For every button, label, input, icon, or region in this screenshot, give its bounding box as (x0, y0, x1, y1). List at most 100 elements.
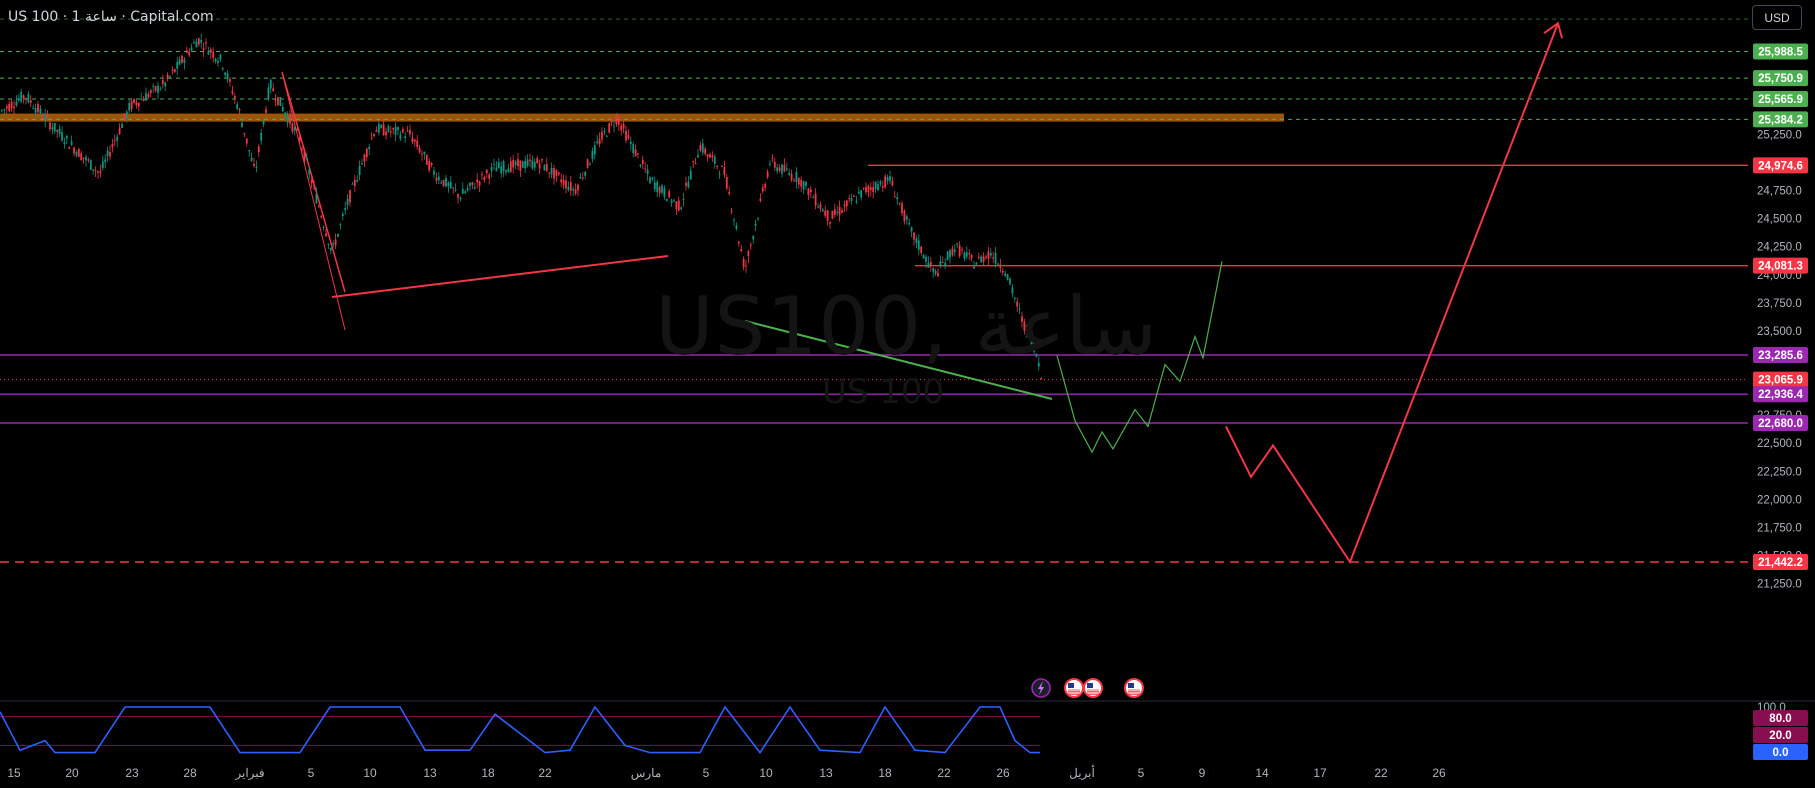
candle-body (169, 76, 171, 78)
candle-body (637, 153, 639, 155)
candle-body (711, 155, 714, 158)
candle-body (193, 42, 195, 44)
candle-body (123, 113, 126, 119)
candle-body (975, 262, 978, 265)
time-tick-label: 9 (1199, 766, 1206, 780)
candle-body (512, 159, 515, 168)
price-tick-label: 25,250.0 (1757, 129, 1802, 141)
candle-body (586, 159, 589, 168)
us-flag-event[interactable] (1083, 678, 1103, 698)
candle-body (358, 166, 361, 176)
candle-body (757, 217, 759, 219)
candle-body (53, 122, 56, 132)
candle-body (329, 247, 332, 251)
candle-body (824, 210, 827, 216)
candle-body (1025, 324, 1028, 335)
candle-body (985, 256, 987, 258)
candle-body (265, 109, 267, 113)
candle-body (212, 52, 215, 58)
candle-body (776, 167, 779, 172)
time-tick-label: 26 (1432, 766, 1446, 780)
candle-body (171, 69, 174, 71)
candle-body (997, 263, 999, 265)
candle-body (584, 171, 587, 176)
candle-body (562, 179, 565, 185)
osc-label-text: 20.0 (1769, 730, 1791, 742)
candle-body (219, 54, 222, 60)
candle-body (632, 144, 635, 154)
candle-body (380, 125, 383, 128)
lightning-event[interactable] (1031, 678, 1051, 698)
candle-body (850, 198, 853, 201)
candle-body (392, 128, 395, 130)
price-tick-label: 21,250.0 (1757, 579, 1802, 591)
candle-body (927, 262, 930, 268)
candle-body (567, 186, 570, 190)
time-tick-label: 17 (1313, 766, 1327, 780)
candle-body (8, 103, 11, 111)
candle-body (404, 136, 407, 139)
candle-body (526, 159, 529, 166)
us-flag-event[interactable] (1124, 678, 1144, 698)
candle-body (833, 209, 836, 216)
arrow-head (1543, 21, 1563, 39)
candle-body (3, 108, 6, 110)
time-tick-label: 22 (1374, 766, 1388, 780)
candle-body (10, 102, 13, 109)
candle-body (809, 189, 812, 193)
currency-button[interactable]: USD (1752, 5, 1802, 30)
candle-body (301, 148, 303, 151)
candle-body (317, 206, 320, 208)
time-tick-label: أبريل (1069, 765, 1095, 780)
candle-body (296, 129, 299, 131)
candle-body (17, 98, 20, 101)
time-tick-label: 18 (481, 766, 495, 780)
candle-body (677, 200, 680, 211)
candle-body (332, 242, 335, 245)
us-flag-event[interactable] (1064, 678, 1084, 698)
candle-body (488, 174, 491, 179)
chart-title[interactable]: US 100 · 1 ساعة · Capital.com (8, 9, 214, 25)
candle-body (476, 179, 479, 183)
candle-body (281, 107, 284, 112)
candle-body (339, 224, 342, 226)
candle-body (97, 171, 99, 173)
candle-body (425, 154, 428, 165)
candle-body (293, 127, 296, 131)
candle-body (1033, 342, 1035, 352)
candle-body (416, 140, 419, 147)
candle-body (891, 180, 894, 186)
candle-body (812, 197, 815, 199)
candle-body (135, 102, 138, 106)
candle-body (538, 163, 541, 169)
candle-body (56, 129, 59, 132)
candle-body (315, 194, 318, 204)
candle-body (663, 188, 666, 198)
candle-body (262, 120, 265, 125)
candle-body (442, 179, 445, 186)
red-projection-path (1225, 22, 1559, 565)
candle-body (207, 51, 210, 55)
candle-body (445, 177, 447, 187)
time-tick-label: 14 (1255, 766, 1269, 780)
candle-body (531, 160, 534, 169)
price-label-badge (1753, 386, 1808, 403)
candle-body (226, 73, 229, 80)
time-tick-label: 28 (183, 766, 197, 780)
candle-body (598, 138, 601, 145)
candle-body (725, 176, 728, 189)
candle-body (788, 172, 791, 175)
candle-body (723, 167, 726, 176)
candle-body (841, 210, 843, 213)
time-tick-label: 20 (65, 766, 79, 780)
candle-body (145, 93, 147, 101)
candle-body (209, 49, 212, 53)
candle-body (490, 166, 493, 172)
price-label-text: 25,988.5 (1758, 46, 1803, 58)
candle-body (197, 38, 200, 45)
candle-body (644, 168, 647, 170)
candle-body (157, 85, 159, 93)
candle-body (853, 196, 855, 198)
resistance-zone-band (0, 113, 1284, 122)
